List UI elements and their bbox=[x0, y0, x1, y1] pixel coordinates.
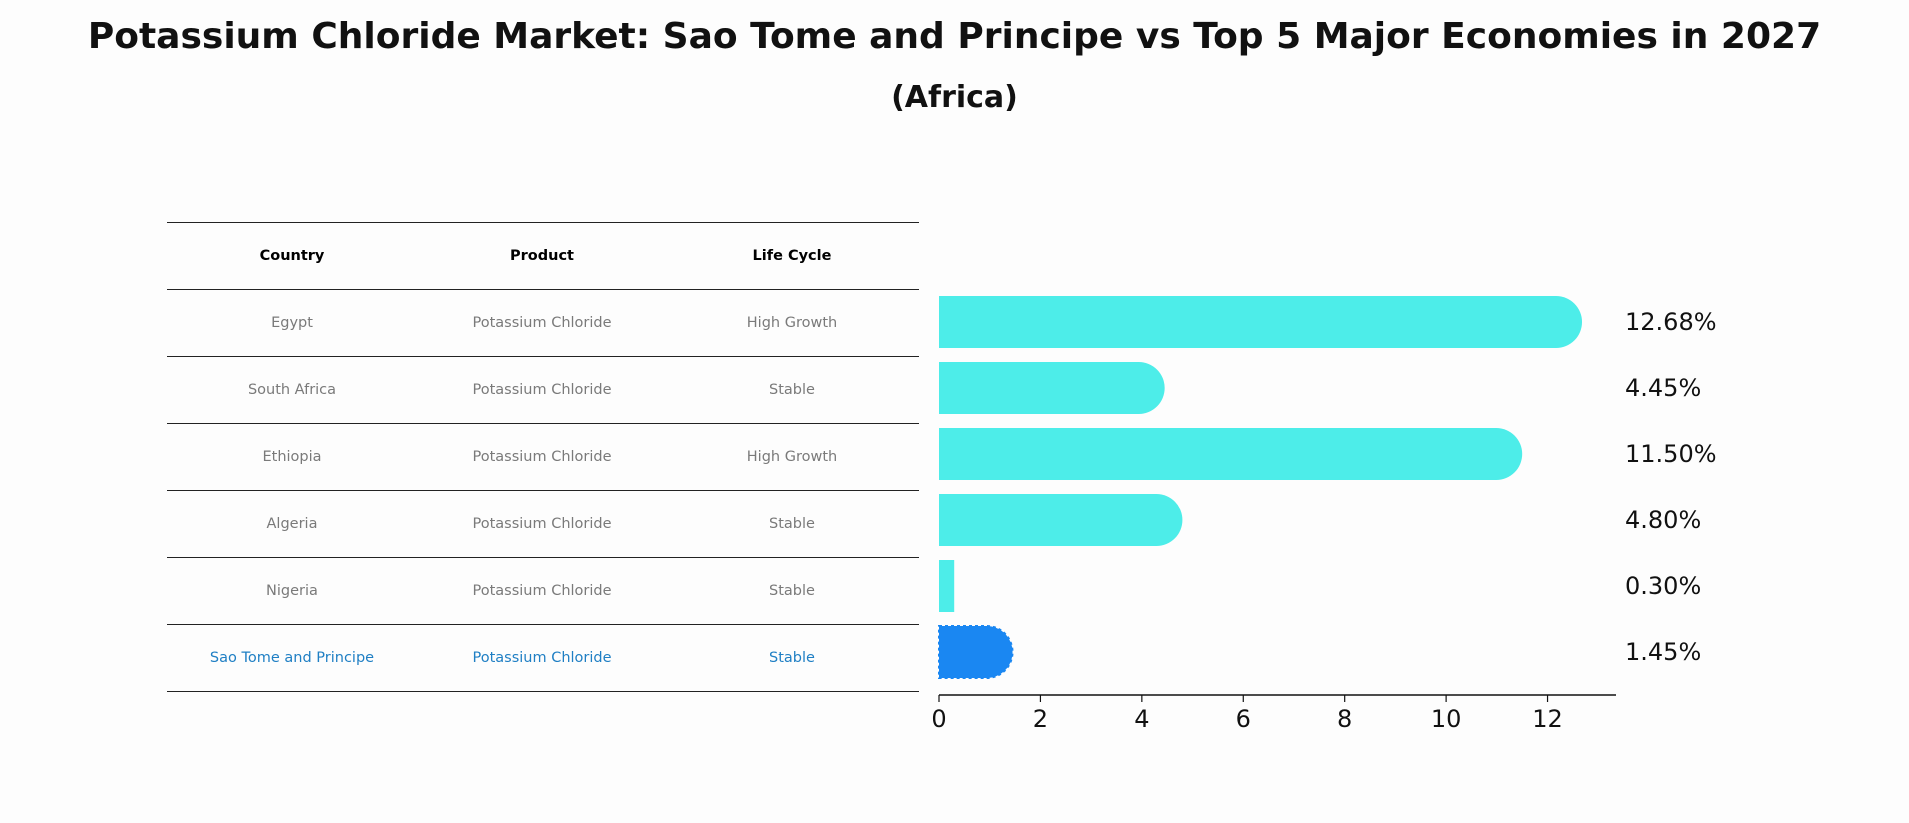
bar-value-label: 1.45% bbox=[1625, 638, 1701, 666]
x-tick-label: 12 bbox=[1532, 705, 1563, 733]
cell-life-cycle: Stable bbox=[769, 583, 815, 599]
bar-value-label: 4.80% bbox=[1625, 506, 1701, 534]
cell-life-cycle: Stable bbox=[769, 650, 815, 666]
header-country: Country bbox=[259, 248, 325, 264]
data-table: Country Product Life Cycle Egypt Potassi… bbox=[167, 222, 919, 692]
table-row: Algeria Potassium Chloride Stable bbox=[167, 491, 919, 558]
table-row: Nigeria Potassium Chloride Stable bbox=[167, 558, 919, 625]
x-tick-label: 4 bbox=[1134, 705, 1149, 733]
x-tick-label: 0 bbox=[931, 705, 946, 733]
cell-life-cycle: High Growth bbox=[746, 315, 838, 331]
cell-life-cycle: Stable bbox=[769, 382, 815, 398]
cell-product: Potassium Chloride bbox=[472, 315, 612, 331]
bar-value-label: 11.50% bbox=[1625, 440, 1717, 468]
cell-country: Algeria bbox=[266, 516, 318, 532]
x-tick-label: 8 bbox=[1337, 705, 1352, 733]
cell-country: Nigeria bbox=[266, 583, 318, 599]
table-row-highlight: Sao Tome and Principe Potassium Chloride… bbox=[167, 625, 919, 692]
table-row: South Africa Potassium Chloride Stable bbox=[167, 357, 919, 424]
cell-product: Potassium Chloride bbox=[472, 516, 612, 532]
cell-country: Ethiopia bbox=[262, 449, 322, 465]
chart-subtitle: (Africa) bbox=[891, 80, 1018, 115]
cell-product: Potassium Chloride bbox=[472, 449, 612, 465]
bar bbox=[939, 296, 1583, 348]
chart-title: Potassium Chloride Market: Sao Tome and … bbox=[87, 16, 1822, 57]
table-header-row: Country Product Life Cycle bbox=[167, 222, 919, 290]
cell-product: Potassium Chloride bbox=[472, 382, 612, 398]
cell-country: Sao Tome and Principe bbox=[209, 650, 375, 666]
table-row: Egypt Potassium Chloride High Growth bbox=[167, 290, 919, 357]
cell-life-cycle: High Growth bbox=[746, 449, 838, 465]
bar bbox=[939, 428, 1523, 480]
table-row: Ethiopia Potassium Chloride High Growth bbox=[167, 424, 919, 491]
cell-product: Potassium Chloride bbox=[472, 650, 612, 666]
bar-value-label: 4.45% bbox=[1625, 374, 1701, 402]
bar bbox=[939, 560, 955, 612]
x-tick-label: 2 bbox=[1033, 705, 1048, 733]
cell-product: Potassium Chloride bbox=[472, 583, 612, 599]
bar-value-label: 0.30% bbox=[1625, 572, 1701, 600]
bar bbox=[939, 362, 1165, 414]
cell-life-cycle: Stable bbox=[769, 516, 815, 532]
cell-country: South Africa bbox=[247, 382, 337, 398]
bar-highlight bbox=[938, 625, 1014, 679]
x-tick-label: 10 bbox=[1431, 705, 1462, 733]
header-product: Product bbox=[510, 248, 574, 264]
bar-value-label: 12.68% bbox=[1625, 308, 1717, 336]
bar bbox=[939, 494, 1183, 546]
x-tick-label: 6 bbox=[1236, 705, 1251, 733]
cell-country: Egypt bbox=[271, 315, 313, 331]
header-life-cycle: Life Cycle bbox=[752, 248, 832, 264]
